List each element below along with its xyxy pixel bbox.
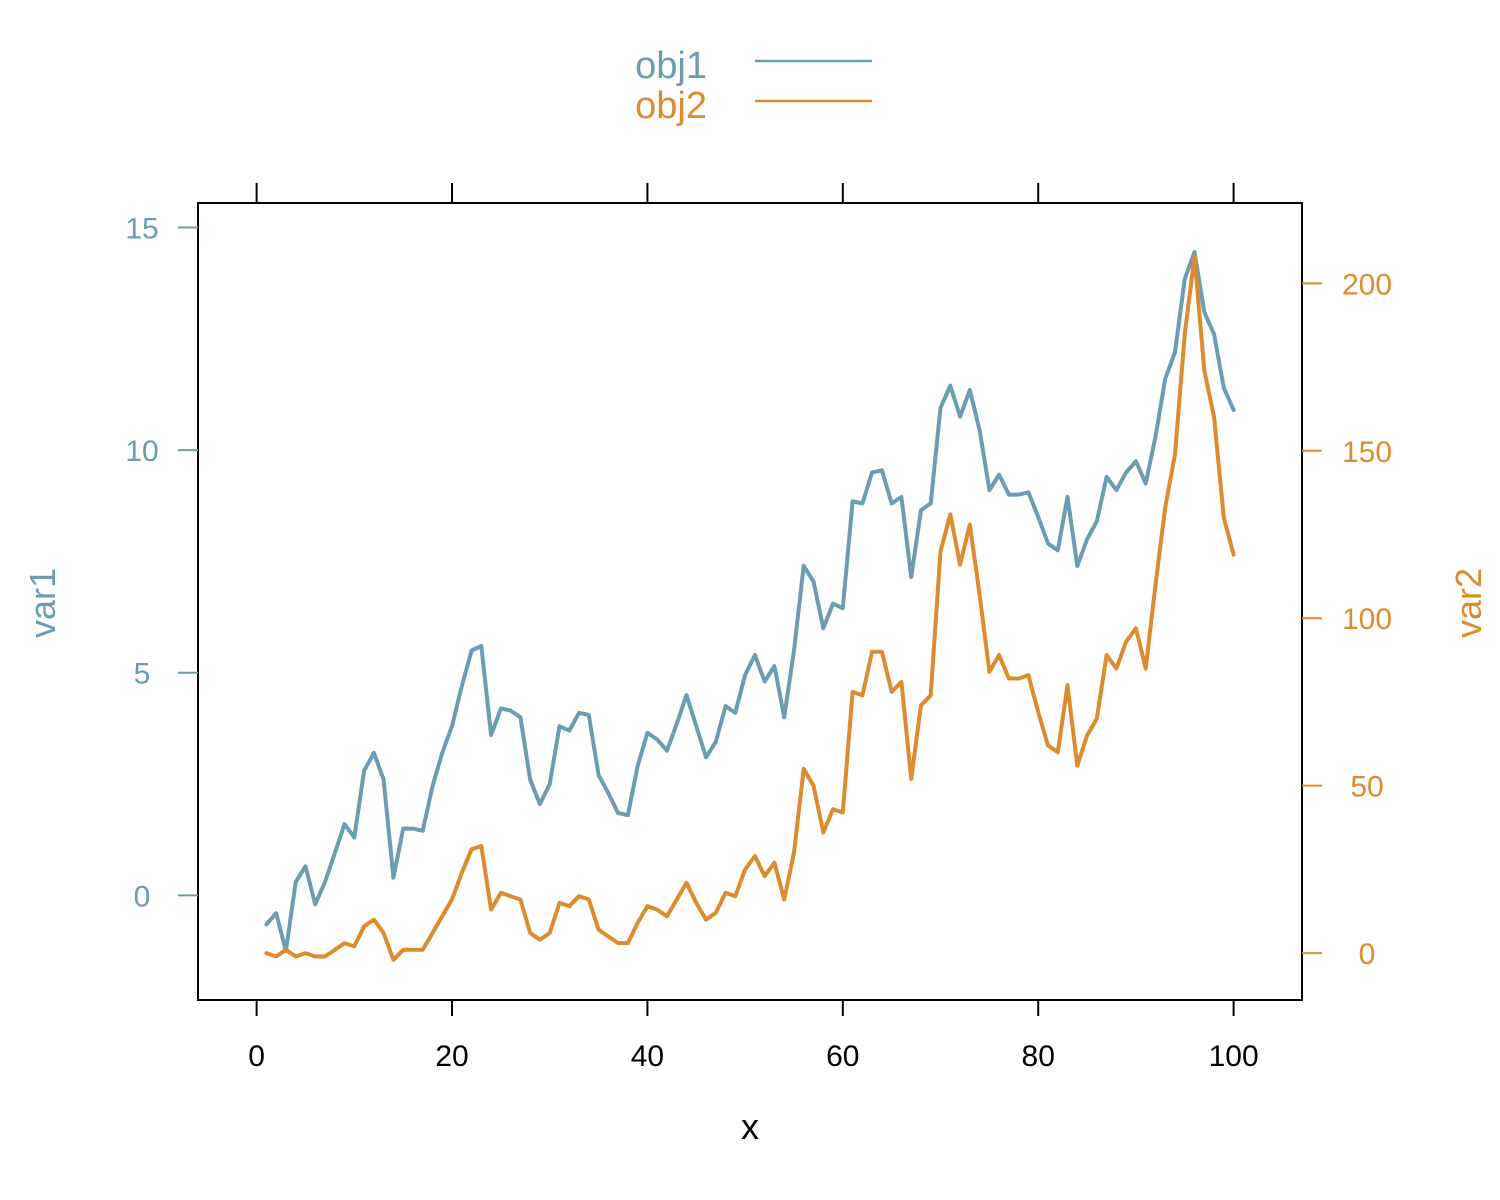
y-right-tick-label: 200 xyxy=(1342,268,1392,301)
x-tick-label: 40 xyxy=(631,1040,664,1073)
y-right-tick-label: 150 xyxy=(1342,436,1392,469)
x-tick-label: 100 xyxy=(1209,1040,1259,1073)
legend-label-obj1: obj1 xyxy=(635,45,707,87)
series-line-obj1 xyxy=(264,250,1236,953)
plot-panel xyxy=(197,202,1303,1001)
x-tick-label: 0 xyxy=(248,1040,265,1073)
y-right-axis-label: var2 xyxy=(1448,568,1489,638)
x-tick-label: 20 xyxy=(435,1040,468,1073)
y-left-axis-label: var1 xyxy=(22,568,63,638)
y-left-tick-label: 10 xyxy=(125,435,158,468)
legend-label-obj2: obj2 xyxy=(635,85,707,127)
x-axis-label: x xyxy=(741,1106,759,1147)
y-right-tick-label: 0 xyxy=(1359,938,1376,971)
series-line-obj2 xyxy=(264,254,1236,962)
y-left-tick-label: 15 xyxy=(125,212,158,245)
x-tick-label: 60 xyxy=(826,1040,859,1073)
y-left-tick-label: 5 xyxy=(134,658,151,691)
series-layer xyxy=(264,250,1236,962)
y-left-tick-label: 0 xyxy=(134,880,151,913)
y-right-tick-label: 100 xyxy=(1342,603,1392,636)
x-tick-label: 80 xyxy=(1022,1040,1055,1073)
y-right-tick-label: 50 xyxy=(1350,771,1383,804)
